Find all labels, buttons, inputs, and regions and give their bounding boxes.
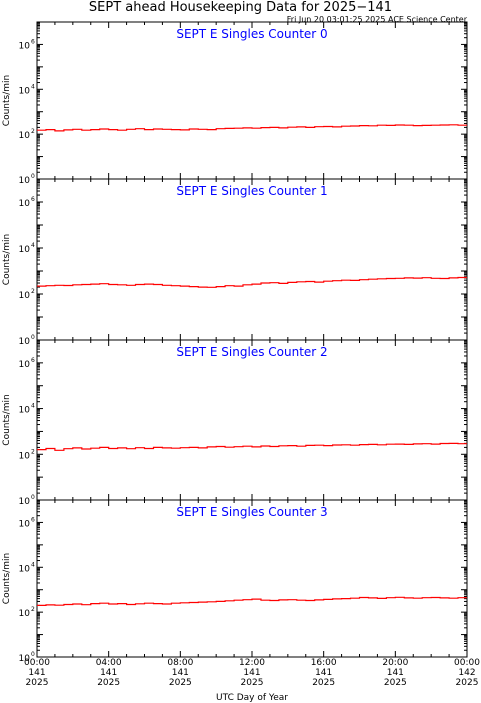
x-tick-label-doy: 141 [28, 668, 45, 678]
y-tick-label-exponent: 4 [31, 561, 35, 568]
plot-frame-3 [36, 499, 468, 658]
y-tick-label-base: 10 [19, 609, 31, 619]
y-tick-label-base: 10 [19, 41, 31, 51]
y-tick-label-base: 10 [19, 337, 31, 347]
panel-title: SEPT E Singles Counter 3 [176, 505, 327, 519]
plot-frame-0 [36, 21, 468, 180]
y-tick-label-exponent: 0 [31, 173, 35, 180]
y-tick-label-base: 10 [19, 497, 31, 507]
y-tick-label-exponent: 2 [31, 448, 35, 455]
y-tick-label-exponent: 6 [31, 516, 35, 523]
y-tick-label-exponent: 6 [31, 357, 35, 364]
x-tick-label-doy: 141 [387, 668, 404, 678]
series-line-2 [37, 442, 467, 451]
x-tick-label-doy: 141 [172, 668, 189, 678]
x-tick-label-time: 16:00 [311, 658, 337, 668]
y-tick-label-exponent: 4 [31, 242, 35, 249]
plot-frame-1 [36, 178, 468, 341]
x-tick-label-doy: 142 [458, 668, 475, 678]
y-tick-label-exponent: 2 [31, 128, 35, 135]
series-line-3 [37, 596, 467, 606]
x-tick-label-year: 2025 [384, 678, 407, 688]
y-tick-label-base: 10 [19, 519, 31, 529]
y-axis-label: Counts/min [2, 75, 12, 126]
panel-title: SEPT E Singles Counter 0 [176, 27, 327, 41]
y-tick-label-exponent: 0 [31, 334, 35, 341]
panel-title: SEPT E Singles Counter 1 [176, 184, 327, 198]
timestamp-label: Fri Jun 20 03:01:25 2025 ACE Science Cen… [286, 15, 467, 24]
x-tick-label-year: 2025 [312, 678, 335, 688]
y-tick-label-base: 10 [19, 291, 31, 301]
y-tick-label-base: 10 [19, 360, 31, 370]
x-tick-label-doy: 141 [315, 668, 332, 678]
y-axis-label: Counts/min [2, 234, 12, 285]
x-tick-label-time: 04:00 [96, 658, 122, 668]
x-tick-label-doy: 141 [243, 668, 260, 678]
y-axis-label: Counts/min [2, 394, 12, 445]
y-tick-label-base: 10 [19, 86, 31, 96]
x-tick-label-year: 2025 [241, 678, 264, 688]
x-tick-label-time: 00:00 [454, 658, 480, 668]
y-tick-label-base: 10 [19, 131, 31, 141]
x-tick-label-time: 00:00 [24, 658, 50, 668]
x-tick-label-year: 2025 [169, 678, 192, 688]
y-tick-label-exponent: 6 [31, 38, 35, 45]
y-tick-label-base: 10 [19, 245, 31, 255]
y-tick-label-exponent: 6 [31, 196, 35, 203]
y-tick-label-base: 10 [19, 199, 31, 209]
series-line-0 [37, 124, 467, 132]
x-tick-label-time: 08:00 [167, 658, 193, 668]
panel-title: SEPT E Singles Counter 2 [176, 345, 327, 359]
y-tick-label-exponent: 0 [31, 651, 35, 658]
plot-frame-2 [36, 339, 468, 501]
x-axis-label: UTC Day of Year [216, 693, 288, 703]
y-axis-label: Counts/min [2, 553, 12, 604]
x-tick-label-time: 20:00 [382, 658, 408, 668]
series-line-1 [37, 276, 467, 288]
y-tick-label-base: 10 [19, 176, 31, 186]
x-tick-label-doy: 141 [100, 668, 117, 678]
x-tick-label-year: 2025 [26, 678, 49, 688]
y-tick-label-exponent: 4 [31, 403, 35, 410]
y-tick-label-exponent: 4 [31, 83, 35, 90]
y-tick-label-base: 10 [19, 451, 31, 461]
x-tick-label-year: 2025 [97, 678, 120, 688]
y-tick-label-exponent: 2 [31, 288, 35, 295]
y-tick-label-exponent: 0 [31, 494, 35, 501]
y-tick-label-exponent: 2 [31, 606, 35, 613]
y-tick-label-base: 10 [19, 654, 31, 664]
x-tick-label-time: 12:00 [239, 658, 265, 668]
y-tick-label-base: 10 [19, 406, 31, 416]
x-tick-label-year: 2025 [456, 678, 479, 688]
y-tick-label-base: 10 [19, 564, 31, 574]
chart-main-title: SEPT ahead Housekeeping Data for 2025−14… [88, 0, 393, 15]
